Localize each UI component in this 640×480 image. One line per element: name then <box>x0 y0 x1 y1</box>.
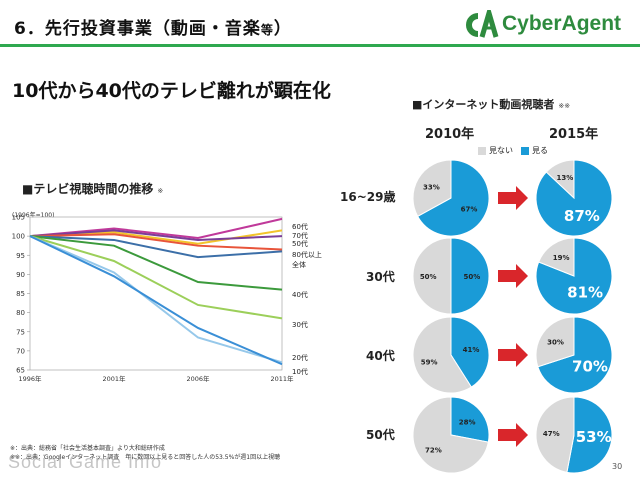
pie-slice <box>417 159 490 237</box>
pie-slice <box>535 237 613 315</box>
series-label: 70代 <box>292 231 308 240</box>
title-end: ） <box>273 19 292 39</box>
series-line <box>29 235 283 320</box>
pie-grid: 67% 33% 87% 13% 50% 50% 81% 19% 41% 59% 70% 30% 28% 7… <box>412 159 613 474</box>
pie-slice <box>412 159 452 217</box>
series-label: 全体 <box>292 260 306 269</box>
series-label: 20代 <box>292 353 308 362</box>
pie-legend: 見ない 見る <box>470 145 548 156</box>
column-header-2015: 2015年 <box>549 127 599 142</box>
arrow-right-icon <box>498 343 528 367</box>
y-tick-label: 80 <box>16 309 25 317</box>
series-label: 60代 <box>292 222 308 231</box>
series-label: 10代 <box>292 367 308 376</box>
y-tick-label: 70 <box>16 347 25 355</box>
line-chart: 65 70 75 80 85 90 95 100 105 1996年 2001年 2006年 2011年… <box>12 215 322 383</box>
logo-text: CyberAgent <box>502 12 622 35</box>
y-tick-label: 85 <box>16 290 25 298</box>
pie-value-label: 53% <box>576 428 612 446</box>
cyberagent-logo: CyberAgent <box>462 4 632 40</box>
pie-slice <box>450 396 490 443</box>
pie-value-label: 70% <box>572 358 608 376</box>
series-line <box>29 235 283 366</box>
pie-value-label: 19% <box>553 254 570 262</box>
watermark: Social Game Info <box>8 452 163 472</box>
pie-slice <box>545 159 575 200</box>
arrow-right-icon <box>498 423 528 447</box>
pie-chart-title-note: ※※ <box>558 102 571 110</box>
header: 6．先行投資事業（動画・音楽等） CyberAgent <box>0 0 640 52</box>
pie-slice <box>450 237 490 315</box>
pie-value-label: 67% <box>461 206 478 214</box>
line-chart-title: ■テレビ視聴時間の推移 ※ <box>22 180 163 197</box>
column-header-2010: 2010年 <box>425 127 475 142</box>
pie-value-label: 41% <box>463 346 480 354</box>
row-label-50s: 50代 <box>366 428 395 442</box>
page-title: 6．先行投資事業（動画・音楽等） <box>14 14 292 39</box>
line-chart-ytitle: (1996年=100) <box>12 212 55 219</box>
row-label-40s: 40代 <box>366 349 395 363</box>
pie-value-label: 47% <box>543 430 560 438</box>
pie-slice <box>537 316 613 394</box>
pie-value-label: 87% <box>564 207 600 225</box>
arrow-right-icon <box>498 264 528 288</box>
pie-slice <box>412 237 452 315</box>
x-tick-label: 1996年 <box>18 374 42 383</box>
pie-slice <box>412 316 473 394</box>
headline: 10代から40代のテレビ離れが顕在化 <box>12 80 331 102</box>
series-line <box>29 233 283 251</box>
y-tick-label: 95 <box>16 252 25 260</box>
pie-value-label: 30% <box>547 339 564 347</box>
arrow-right-icon <box>498 186 528 210</box>
x-tick-label: 2001年 <box>102 374 126 383</box>
footnote-1: ※：出典：総務省「社会生活基本調査」より大和総研作成 <box>10 445 165 452</box>
pie-slice <box>535 316 575 368</box>
legend-swatch-no <box>478 146 486 155</box>
logo-mark-icon <box>466 4 499 38</box>
legend-swatch-yes <box>521 146 529 155</box>
series-label: 30代 <box>292 320 308 329</box>
series-label: 50代 <box>292 239 308 248</box>
pie-slice <box>535 396 575 473</box>
pie-value-label: 50% <box>420 273 437 281</box>
page-number: 30 <box>612 462 623 471</box>
pie-chart-title-text: ■インターネット動画視聴者 <box>412 98 555 111</box>
title-main: 6．先行投資事業（動画・音楽 <box>14 19 261 39</box>
title-small: 等 <box>260 23 274 37</box>
series-label: 80代以上 <box>292 250 322 259</box>
pie-value-label: 81% <box>567 283 603 301</box>
footnote-2: ※※：出典：Googleインターネット調査 年に数回以上見ると回答した人の53.… <box>10 454 281 461</box>
legend-label-no: 見ない <box>489 146 513 155</box>
series-line <box>29 235 283 291</box>
series-line <box>29 235 283 364</box>
pie-value-label: 33% <box>423 183 440 191</box>
x-tick-label: 2006年 <box>186 374 210 383</box>
y-tick-label: 100 <box>12 233 25 241</box>
pie-value-label: 28% <box>459 419 476 427</box>
series-line <box>29 229 283 241</box>
series-line <box>29 235 283 259</box>
pie-value-label: 13% <box>557 174 574 182</box>
legend-label-yes: 見る <box>532 146 548 155</box>
y-tick-label: 75 <box>16 328 25 336</box>
pie-slice <box>412 396 489 474</box>
pie-slice <box>538 237 575 277</box>
y-tick-label: 90 <box>16 271 25 279</box>
y-tick-label: 105 <box>12 215 25 222</box>
y-tick-label: 65 <box>16 367 25 375</box>
pie-chart-title: ■インターネット動画視聴者 ※※ <box>412 96 570 112</box>
header-rule <box>0 44 640 47</box>
pie-value-label: 59% <box>421 358 438 366</box>
line-chart-title-note: ※ <box>157 187 164 195</box>
series-label: 40代 <box>292 290 308 299</box>
footnotes: ※：出典：総務省「社会生活基本調査」より大和総研作成 ※※：出典：Googleイ… <box>10 444 440 462</box>
row-label-16-29: 16~29歳 <box>340 190 396 204</box>
pie-value-label: 50% <box>464 273 481 281</box>
pie-slice <box>566 396 613 474</box>
line-chart-title-text: ■テレビ視聴時間の推移 <box>22 182 154 196</box>
x-tick-label: 2011年 <box>270 374 294 383</box>
pie-value-label: 72% <box>425 447 442 455</box>
row-label-30s: 30代 <box>366 270 395 284</box>
